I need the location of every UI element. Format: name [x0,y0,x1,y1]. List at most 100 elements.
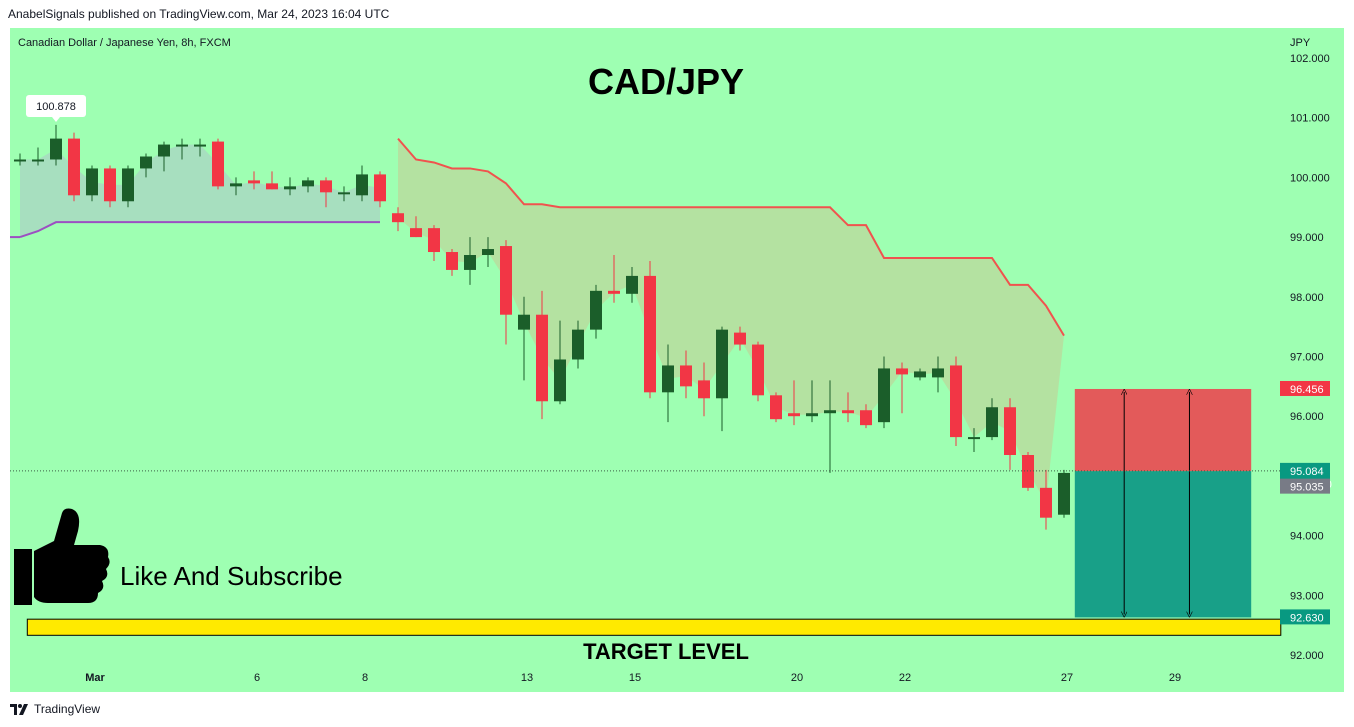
x-tick-label: 13 [521,672,533,684]
y-tick-label: 96.000 [1290,411,1324,423]
chart-title: CAD/JPY [588,61,744,102]
candle-body [50,138,62,160]
take-profit-zone [1074,471,1252,618]
candle-body [608,290,620,294]
x-tick-label: 29 [1169,672,1181,684]
y-tick-label: 99.000 [1290,232,1324,244]
price-label-box [1280,609,1330,625]
target-level-band [26,618,1282,636]
candle-body [968,437,980,440]
candle-body [950,365,962,438]
high-callout-pointer [52,116,60,122]
x-tick-label: 22 [899,672,911,684]
candle-body [536,314,548,402]
candle-body [806,413,818,417]
candle-body [554,359,566,402]
candle-body [788,413,800,417]
candle-body [284,186,296,190]
x-tick-label: 6 [254,672,260,684]
supertrend-fill-resistance [398,138,1064,503]
candle-body [1058,472,1070,515]
candle-body [212,141,224,187]
candle-body [356,174,368,196]
candle-body [392,213,404,223]
candle-body [194,144,206,147]
y-tick-label: 98.000 [1290,292,1324,304]
footer: TradingView [10,702,100,716]
candle-body [626,275,638,294]
tradingview-logo-icon [10,703,28,715]
candle-body [770,395,782,420]
candle-body [644,275,656,393]
candle-body [716,329,728,399]
x-tick-label: 8 [362,672,368,684]
x-tick-label: 20 [791,672,803,684]
candle-body [986,407,998,438]
candle-body [752,344,764,396]
price-label: 96.456 [1290,384,1324,396]
price-label-box [1280,478,1330,494]
y-tick-label: 97.000 [1290,352,1324,364]
y-tick-label: 94.000 [1290,531,1324,543]
target-level-label: TARGET LEVEL [583,639,749,664]
candle-body [410,228,422,238]
candle-body [842,410,854,414]
candle-body [176,144,188,147]
candle-body [266,183,278,190]
supertrend-line-support [19,221,380,239]
candle-body [86,168,98,196]
high-callout-label: 100.878 [36,101,76,113]
candle-body [104,168,116,202]
candle-body [662,365,674,393]
y-tick-label: 100.000 [1290,172,1330,184]
x-tick-label: 27 [1061,672,1073,684]
candle-body [68,138,80,196]
stop-loss-zone [1074,388,1252,472]
candle-body [518,314,530,330]
candle-body [32,159,44,162]
price-label-box [1280,380,1330,396]
candle-body [230,183,242,187]
candle-body [248,180,260,184]
y-tick-label: 92.000 [1290,650,1324,662]
candle-body [302,180,314,187]
candle-body [158,144,170,157]
candle-body [914,371,926,378]
candle-body [482,249,494,256]
candle-body [464,255,476,270]
symbol-label: Canadian Dollar / Japanese Yen, 8h, FXCM [18,37,231,49]
candle-body [446,252,458,270]
candle-body [860,410,872,426]
candle-body [1022,455,1034,488]
candle-body [896,368,908,375]
candle-body [1040,487,1052,518]
price-label: 92.630 [1290,612,1324,624]
currency-label: JPY [1290,37,1311,49]
thumbs-up-icon [14,508,110,605]
y-tick-label: 93.000 [1290,590,1324,602]
candle-body [320,180,332,193]
price-label: 95.035 [1290,482,1324,494]
candle-body [140,156,152,169]
candle-body [1004,407,1016,456]
y-tick-label: 102.000 [1290,53,1330,65]
y-tick-label: 101.000 [1290,113,1330,125]
candle-body [680,365,692,387]
candle-body [500,246,512,315]
price-label: 95.084 [1290,466,1324,478]
footer-brand: TradingView [34,702,101,716]
x-tick-label: 15 [629,672,641,684]
candle-body [932,368,944,378]
candle-body [374,174,386,202]
candle-body [698,380,710,399]
candle-body [122,168,134,202]
candle-body [878,368,890,423]
candle-body [572,329,584,360]
overlay-text: Like And Subscribe [120,561,343,591]
supertrend-fill-support [20,144,380,238]
supertrend-line-resistance [397,137,1065,337]
candle-body [590,290,602,330]
candle-body [824,410,836,414]
candle-body [428,228,440,253]
